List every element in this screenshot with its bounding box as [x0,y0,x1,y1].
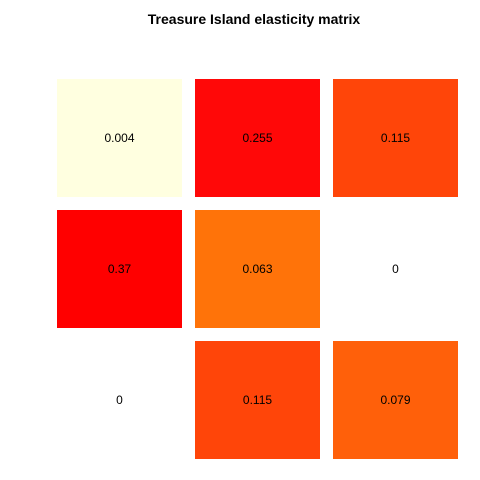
cell-value-label-r3-c1: 0 [116,393,123,407]
cell-value-label-r1-c3: 0.115 [381,131,410,145]
cell-value-label-r2-c3: 0 [392,262,399,276]
heatmap-cell-r1-c3 [333,79,458,197]
heatmap-cell-r2-c1 [57,210,182,328]
heatmap-cell-r3-c2 [195,341,320,459]
heatmap-cells: 0.004 0.255 0.115 0.37 0.063 0 0 0.115 0.079 [57,79,458,459]
heatmap-cell-r1-c2 [195,79,320,197]
heatmap-cell-r3-c3 [333,341,458,459]
heatmap-cell-r1-c1 [57,79,182,197]
cell-value-label-r1-c1: 0.004 [104,131,134,145]
cell-value-label-r2-c1: 0.37 [108,262,132,276]
cell-value-label-r2-c2: 0.063 [242,262,272,276]
cell-value-label-r1-c2: 0.255 [242,131,272,145]
chart-title: Treasure Island elasticity matrix [148,11,361,27]
heatmap-cell-r2-c2 [195,210,320,328]
heatmap-cell-r3-c1 [57,341,182,459]
heatmap-cell-r2-c3 [333,210,458,328]
cell-value-label-r3-c3: 0.079 [380,393,410,407]
cell-value-label-r3-c2: 0.115 [243,393,272,407]
